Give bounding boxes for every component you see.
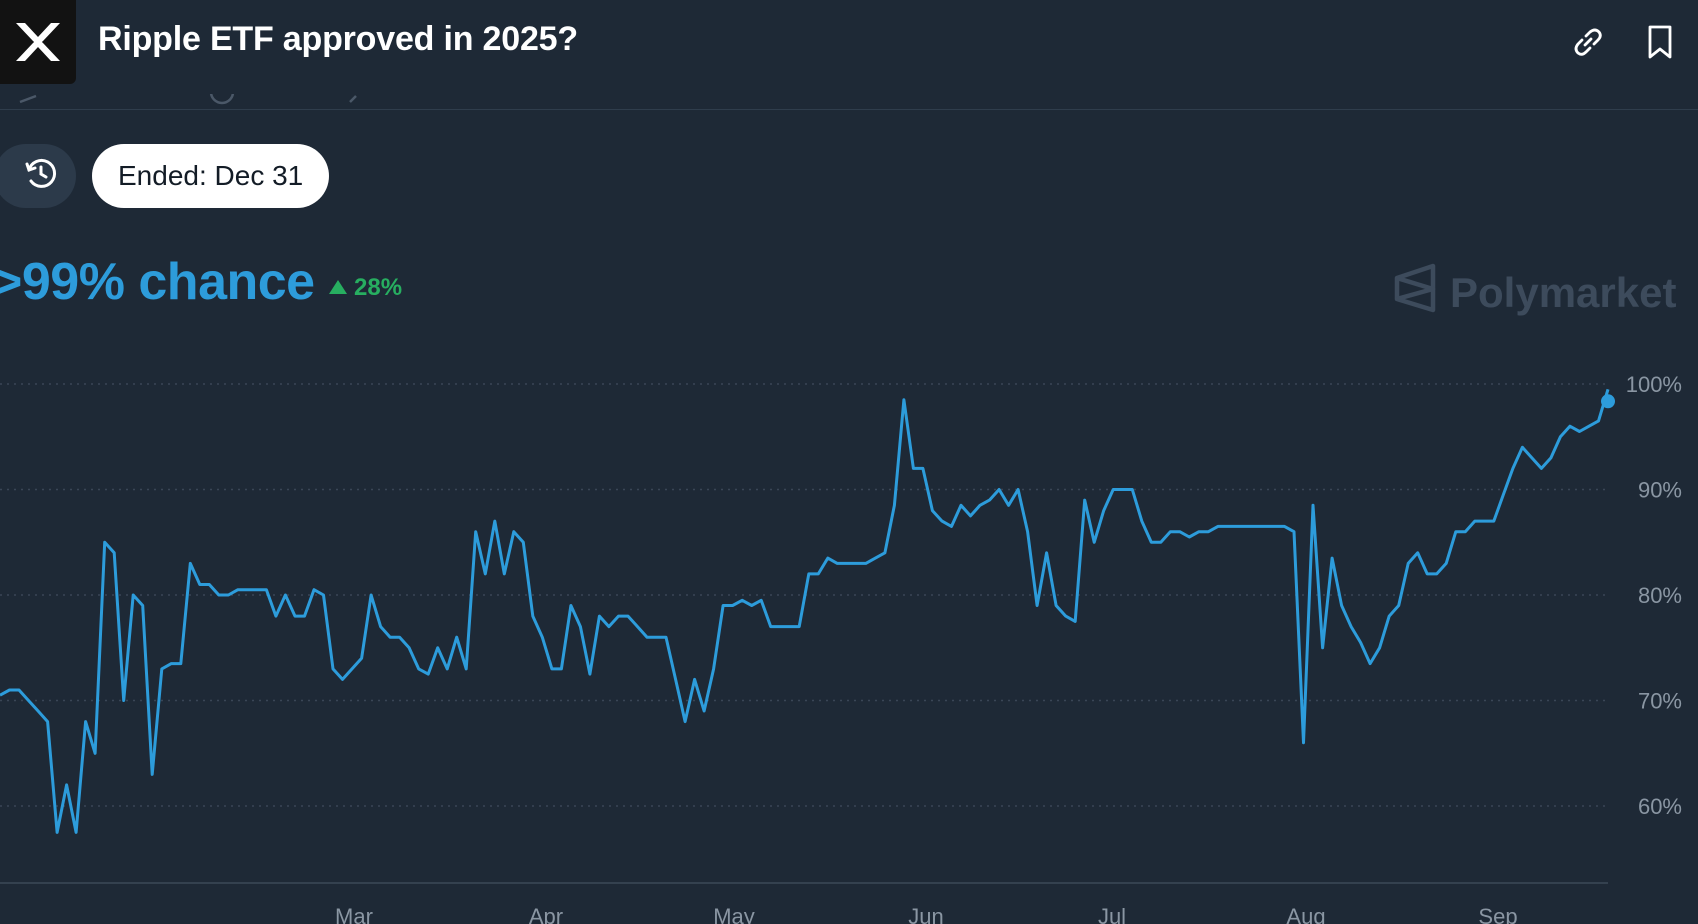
market-meta-fragment bbox=[0, 94, 380, 110]
x-tick-label: Apr bbox=[529, 904, 563, 924]
chart-series bbox=[0, 388, 1615, 834]
link-icon[interactable] bbox=[1568, 22, 1608, 62]
probability-chart: 100% 90% 80% 70% 60% Mar Apr May Jun Jul Aug Sep bbox=[0, 372, 1682, 924]
x-tick-label: Mar bbox=[335, 904, 373, 924]
market-header: Ripple ETF approved in 2025? bbox=[0, 0, 1698, 110]
x-tick-label: Jun bbox=[908, 904, 943, 924]
chart-grid bbox=[0, 383, 1608, 884]
ended-date-pill[interactable]: Ended: Dec 31 bbox=[92, 144, 330, 208]
y-tick-label: 90% bbox=[1638, 478, 1682, 503]
x-axis: Mar Apr May Jun Jul Aug Sep bbox=[335, 904, 1518, 924]
series-line bbox=[0, 388, 1610, 834]
chance-value: >99% chance bbox=[0, 253, 315, 311]
chance-delta-value: 28% bbox=[354, 274, 403, 301]
x-tick-label: May bbox=[713, 904, 755, 924]
polymarket-logo-icon bbox=[1392, 262, 1438, 324]
xrp-logo-icon bbox=[0, 0, 76, 84]
x-tick-label: Jul bbox=[1098, 904, 1126, 924]
y-tick-label: 60% bbox=[1638, 794, 1682, 819]
x-tick-label: Aug bbox=[1286, 904, 1325, 924]
polymarket-wordmark: Polymarket bbox=[1450, 269, 1677, 316]
chance-delta: 28% bbox=[328, 274, 402, 302]
last-point-marker bbox=[1601, 394, 1615, 409]
polymarket-watermark: Polymarket bbox=[1392, 262, 1676, 324]
history-icon bbox=[23, 156, 59, 197]
y-tick-label: 100% bbox=[1626, 372, 1682, 397]
bookmark-icon[interactable] bbox=[1640, 22, 1680, 62]
ended-date-label: Ended: Dec 31 bbox=[118, 160, 304, 191]
triangle-up-icon bbox=[328, 274, 348, 302]
x-tick-label: Sep bbox=[1478, 904, 1517, 924]
history-button[interactable] bbox=[0, 144, 76, 208]
y-tick-label: 70% bbox=[1638, 689, 1682, 714]
y-axis: 100% 90% 80% 70% 60% bbox=[1626, 372, 1682, 819]
y-tick-label: 80% bbox=[1638, 583, 1682, 608]
market-title: Ripple ETF approved in 2025? bbox=[98, 20, 578, 58]
